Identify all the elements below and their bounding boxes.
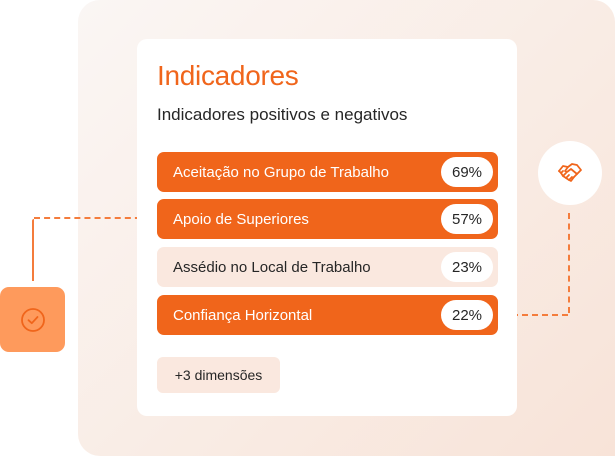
indicator-value-badge: 69% [441,157,493,187]
check-badge [0,287,65,352]
connector-left-horizontal [34,217,151,219]
connector-right-horizontal [502,314,568,316]
connector-right-vertical [568,213,570,313]
card-title: Indicadores [157,60,299,91]
indicator-row-assedio[interactable]: Assédio no Local de Trabalho 23% [157,247,498,287]
indicator-label: Confiança Horizontal [173,306,313,324]
check-circle-icon [20,307,45,332]
indicator-label: Assédio no Local de Trabalho [173,258,371,276]
indicator-row-apoio[interactable]: Apoio de Superiores 57% [157,199,498,239]
card-subtitle: Indicadores positivos e negativos [157,105,408,124]
indicator-label: Aceitação no Grupo de Trabalho [173,163,389,181]
indicator-label: Apoio de Superiores [173,210,309,228]
indicator-row-confianca[interactable]: Confiança Horizontal 22% [157,295,498,335]
more-dimensions-button[interactable]: +3 dimensões [157,357,280,393]
indicator-value-badge: 22% [441,300,493,330]
handshake-badge [538,141,602,205]
indicator-value-badge: 23% [441,252,493,282]
indicator-row-aceitacao[interactable]: Aceitação no Grupo de Trabalho 69% [157,152,498,192]
connector-left-vertical [32,219,34,281]
indicator-value-badge: 57% [441,204,493,234]
handshake-icon [558,163,582,182]
